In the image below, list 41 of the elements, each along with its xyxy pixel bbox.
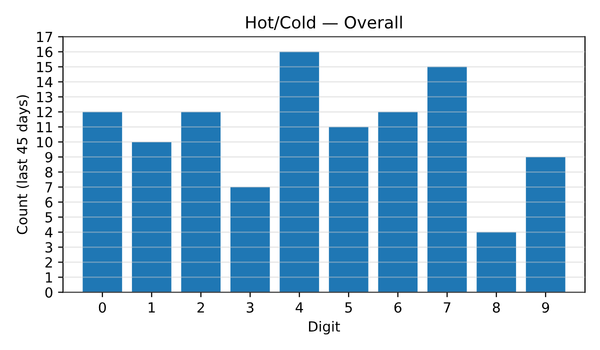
chart-title: Hot/Cold — Overall bbox=[246, 16, 402, 30]
x-tick-label: 2 bbox=[197, 302, 204, 313]
bar bbox=[230, 187, 270, 292]
y-tick-label: 7 bbox=[46, 182, 52, 192]
bar bbox=[82, 112, 122, 292]
y-tick-label: 13 bbox=[37, 92, 52, 102]
x-tick-label: 3 bbox=[246, 302, 254, 313]
y-tick-label: 16 bbox=[37, 46, 52, 58]
bar bbox=[280, 52, 320, 292]
y-tick-label: 11 bbox=[37, 122, 52, 132]
y-tick-label: 10 bbox=[37, 136, 52, 148]
x-tick-label: 1 bbox=[148, 302, 155, 313]
y-tick-label: 0 bbox=[45, 287, 52, 298]
bar bbox=[328, 126, 368, 292]
y-tick-label: 2 bbox=[45, 257, 52, 268]
y-tick-label: 1 bbox=[46, 272, 52, 282]
y-tick-label: 12 bbox=[37, 106, 52, 118]
y-tick-label: 5 bbox=[46, 212, 52, 223]
y-tick-label: 8 bbox=[45, 166, 52, 178]
y-tick-label: 6 bbox=[45, 197, 52, 208]
x-tick-label: 0 bbox=[98, 302, 106, 313]
bar bbox=[378, 112, 418, 292]
bar bbox=[132, 142, 172, 292]
y-tick-label: 17 bbox=[37, 32, 52, 42]
x-tick-label: 8 bbox=[492, 302, 500, 313]
y-tick-label: 9 bbox=[45, 152, 52, 162]
bar bbox=[427, 66, 467, 292]
y-tick-label: 15 bbox=[37, 62, 52, 72]
y-tick-label: 3 bbox=[46, 242, 52, 253]
x-axis-title: Digit bbox=[309, 320, 340, 334]
bar bbox=[476, 232, 516, 292]
x-tick-label: 9 bbox=[542, 302, 550, 313]
x-tick-label: 6 bbox=[394, 302, 402, 313]
y-axis-title: Count (last 45 days) bbox=[16, 95, 30, 234]
y-tick-label: 14 bbox=[37, 76, 52, 88]
bar bbox=[526, 156, 566, 292]
x-tick-label: 5 bbox=[345, 302, 352, 313]
y-tick-label: 4 bbox=[45, 227, 52, 238]
x-tick-label: 4 bbox=[296, 302, 304, 313]
x-tick-label: 7 bbox=[444, 302, 450, 313]
bar bbox=[181, 112, 221, 292]
